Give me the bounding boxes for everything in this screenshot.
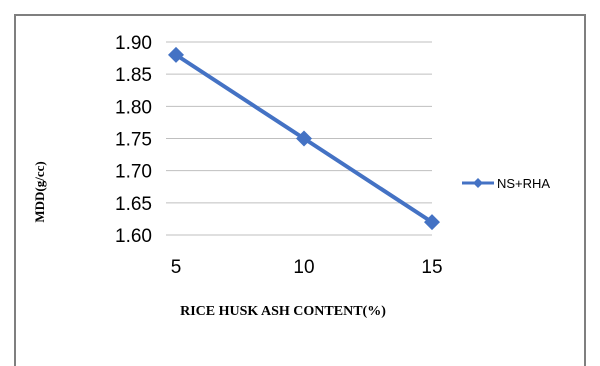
legend: NS+RHA: [462, 176, 550, 191]
y-tick-label: 1.90: [115, 33, 152, 54]
legend-label-ns-rha: NS+RHA: [497, 176, 550, 191]
legend-marker: [473, 178, 483, 188]
series-layer: [168, 46, 440, 231]
x-axis-title: RICE HUSK ASH CONTENT(%): [180, 304, 386, 319]
y-tick-label: 1.60: [115, 226, 152, 247]
x-tick-label: 5: [171, 257, 182, 278]
x-tick-labels: 5 10 15: [171, 257, 443, 278]
chart-frame: [14, 14, 586, 366]
data-point-marker: [424, 214, 440, 231]
x-tick-label: 10: [293, 257, 314, 278]
y-tick-label: 1.75: [115, 130, 152, 151]
y-tick-label: 1.85: [115, 65, 152, 86]
grid: [166, 41, 432, 236]
data-point-marker: [296, 130, 312, 147]
x-tick-label: 15: [421, 257, 442, 278]
y-tick-labels: 1.90 1.85 1.80 1.75 1.70 1.65 1.60: [115, 33, 152, 247]
y-tick-label: 1.80: [115, 97, 152, 118]
data-point-marker: [168, 46, 184, 63]
y-tick-label: 1.65: [115, 194, 152, 215]
y-tick-label: 1.70: [115, 162, 152, 183]
y-axis-title: MDD(g/cc): [32, 161, 47, 222]
